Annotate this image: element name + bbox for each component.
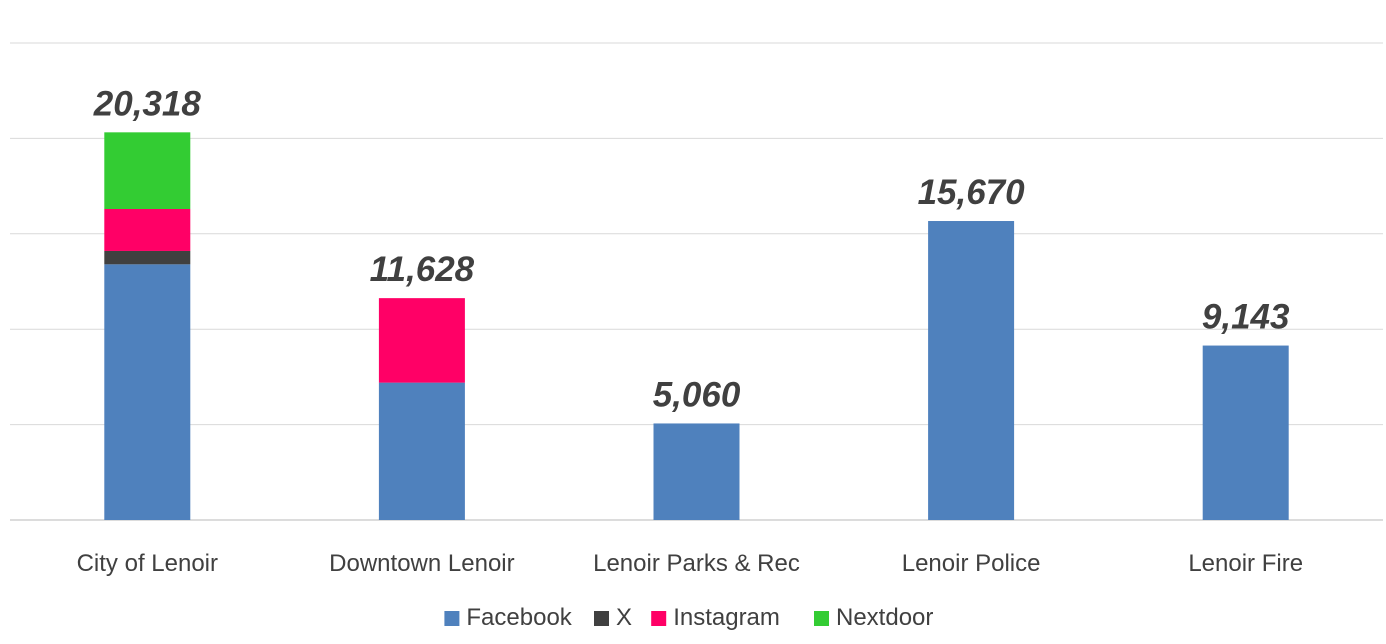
bar-segment-facebook — [928, 221, 1015, 520]
category-label: Lenoir Parks & Rec — [593, 550, 800, 577]
category-label: Downtown Lenoir — [329, 550, 514, 577]
legend-label-nextdoor: Nextdoor — [836, 604, 933, 631]
bar-segment-instagram — [378, 298, 465, 383]
total-label: 9,143 — [1202, 298, 1290, 337]
total-label: 5,060 — [653, 375, 741, 414]
total-label: 11,628 — [370, 250, 475, 289]
bar-segment-x — [104, 250, 191, 265]
category-label: Lenoir Fire — [1188, 550, 1303, 577]
legend-swatch-facebook — [444, 611, 460, 626]
legend-swatch-x — [594, 611, 609, 626]
bar-segment-facebook — [1202, 345, 1289, 520]
data-labels: 20,318 11,628 5,060 15,670 9,143 — [93, 84, 1290, 414]
category-axis-labels: City of Lenoir Downtown Lenoir Lenoir Park… — [77, 550, 1303, 577]
bar-segment-nextdoor — [104, 132, 191, 209]
gridlines — [10, 42, 1383, 521]
legend-swatch-nextdoor — [814, 611, 829, 626]
bar-segment-facebook — [104, 264, 191, 520]
bar-segment-facebook — [653, 423, 740, 520]
total-label: 20,318 — [93, 84, 202, 123]
legend: Facebook X Instagram Nextdoor — [444, 604, 933, 631]
bars — [104, 132, 1289, 520]
bar-segment-facebook — [378, 382, 465, 520]
category-label: City of Lenoir — [77, 550, 218, 577]
legend-swatch-instagram — [651, 611, 667, 626]
legend-label-facebook: Facebook — [466, 604, 572, 631]
category-label: Lenoir Police — [902, 550, 1041, 577]
bar-segment-instagram — [104, 208, 191, 251]
legend-label-instagram: Instagram — [673, 604, 780, 631]
total-label: 15,670 — [918, 173, 1026, 212]
legend-label-x: X — [616, 604, 632, 631]
